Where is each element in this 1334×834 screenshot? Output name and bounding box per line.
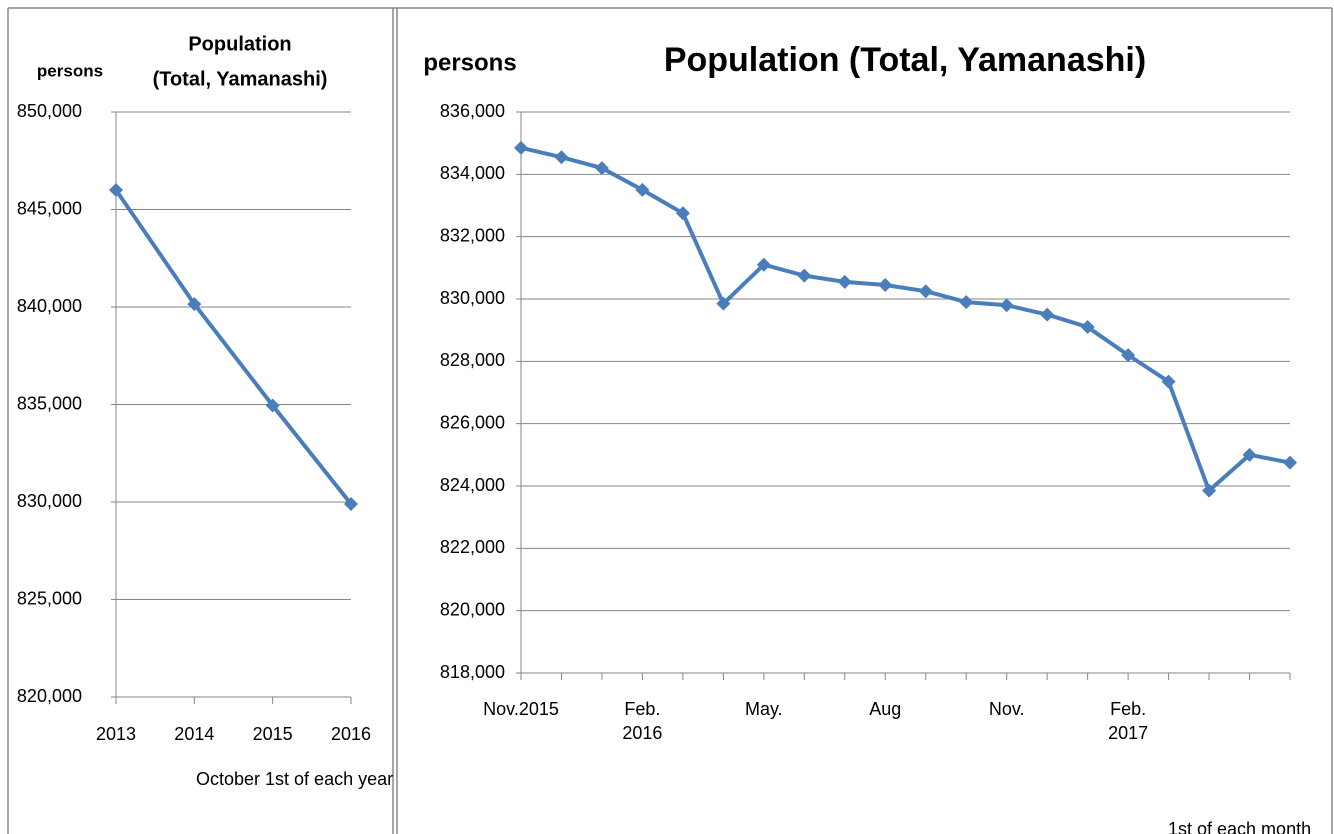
x-tick-label: May.	[744, 699, 783, 719]
y-tick-label: 818,000	[440, 662, 505, 682]
marker	[878, 277, 893, 292]
y-tick-label: 820,000	[17, 686, 82, 706]
marker	[265, 398, 280, 413]
y-tick-label: 834,000	[440, 163, 505, 183]
marker	[1121, 348, 1136, 363]
y-tick-label: 836,000	[440, 101, 505, 121]
x-tick-label: 2016	[330, 724, 372, 744]
chart-title: Population (Total, Yamanashi)	[664, 41, 1146, 79]
y-tick-label: 824,000	[440, 475, 505, 495]
marker	[1283, 455, 1297, 470]
y-tick-label: 830,000	[17, 491, 82, 511]
marker	[1242, 447, 1257, 462]
marker	[918, 284, 933, 299]
x-tick-label: 2015	[252, 724, 293, 744]
x-tick-label: 2014	[174, 724, 215, 744]
y-tick-label: 822,000	[440, 537, 505, 557]
marker	[187, 297, 202, 312]
x-tick-label: Feb. 2017	[1108, 699, 1149, 743]
marker	[109, 183, 123, 197]
marker	[716, 296, 731, 311]
chart: Population (Total, Yamanashi) persons Octob…	[17, 33, 393, 788]
y-tick-label: 826,000	[440, 412, 505, 432]
marker	[797, 268, 812, 283]
marker	[675, 206, 690, 221]
y-axis-title: persons	[37, 61, 103, 80]
x-tick-label: Feb. 2016	[622, 699, 663, 743]
x-tick-label: Nov.2015	[483, 699, 559, 719]
marker	[756, 257, 771, 272]
chart: Population (Total, Yamanashi) persons 1st …	[423, 41, 1311, 834]
marker	[1202, 483, 1217, 498]
marker	[959, 295, 974, 310]
marker	[1161, 374, 1176, 389]
y-tick-label: 832,000	[440, 225, 505, 245]
marker	[344, 496, 358, 511]
x-tick-label: Nov.	[988, 699, 1025, 719]
marker	[1040, 307, 1055, 322]
y-tick-label: 820,000	[440, 599, 505, 619]
y-tick-label: 830,000	[440, 288, 505, 308]
y-tick-label: 850,000	[17, 101, 82, 121]
x-axis-title: October 1st of each year	[196, 769, 393, 789]
y-tick-label: 825,000	[17, 588, 82, 608]
marker	[999, 298, 1014, 313]
x-tick-label: Aug	[869, 699, 902, 719]
marker	[837, 274, 852, 289]
x-tick-label: 2013	[95, 724, 137, 744]
marker	[594, 161, 609, 176]
y-tick-label: 828,000	[440, 350, 505, 370]
series-line	[520, 145, 1291, 493]
y-tick-label: 835,000	[17, 393, 82, 413]
y-axis-title: persons	[423, 49, 516, 76]
series-line	[114, 188, 353, 506]
y-tick-label: 840,000	[17, 296, 82, 316]
chart-title: Population	[188, 33, 291, 55]
marker	[635, 182, 650, 197]
chart-title: (Total, Yamanashi)	[153, 68, 328, 90]
panel-borders	[7, 7, 1333, 834]
marker	[514, 140, 528, 155]
x-axis-title: 1st of each month	[1168, 819, 1311, 834]
marker	[1080, 320, 1095, 335]
marker	[554, 150, 569, 165]
y-tick-label: 845,000	[17, 198, 82, 218]
